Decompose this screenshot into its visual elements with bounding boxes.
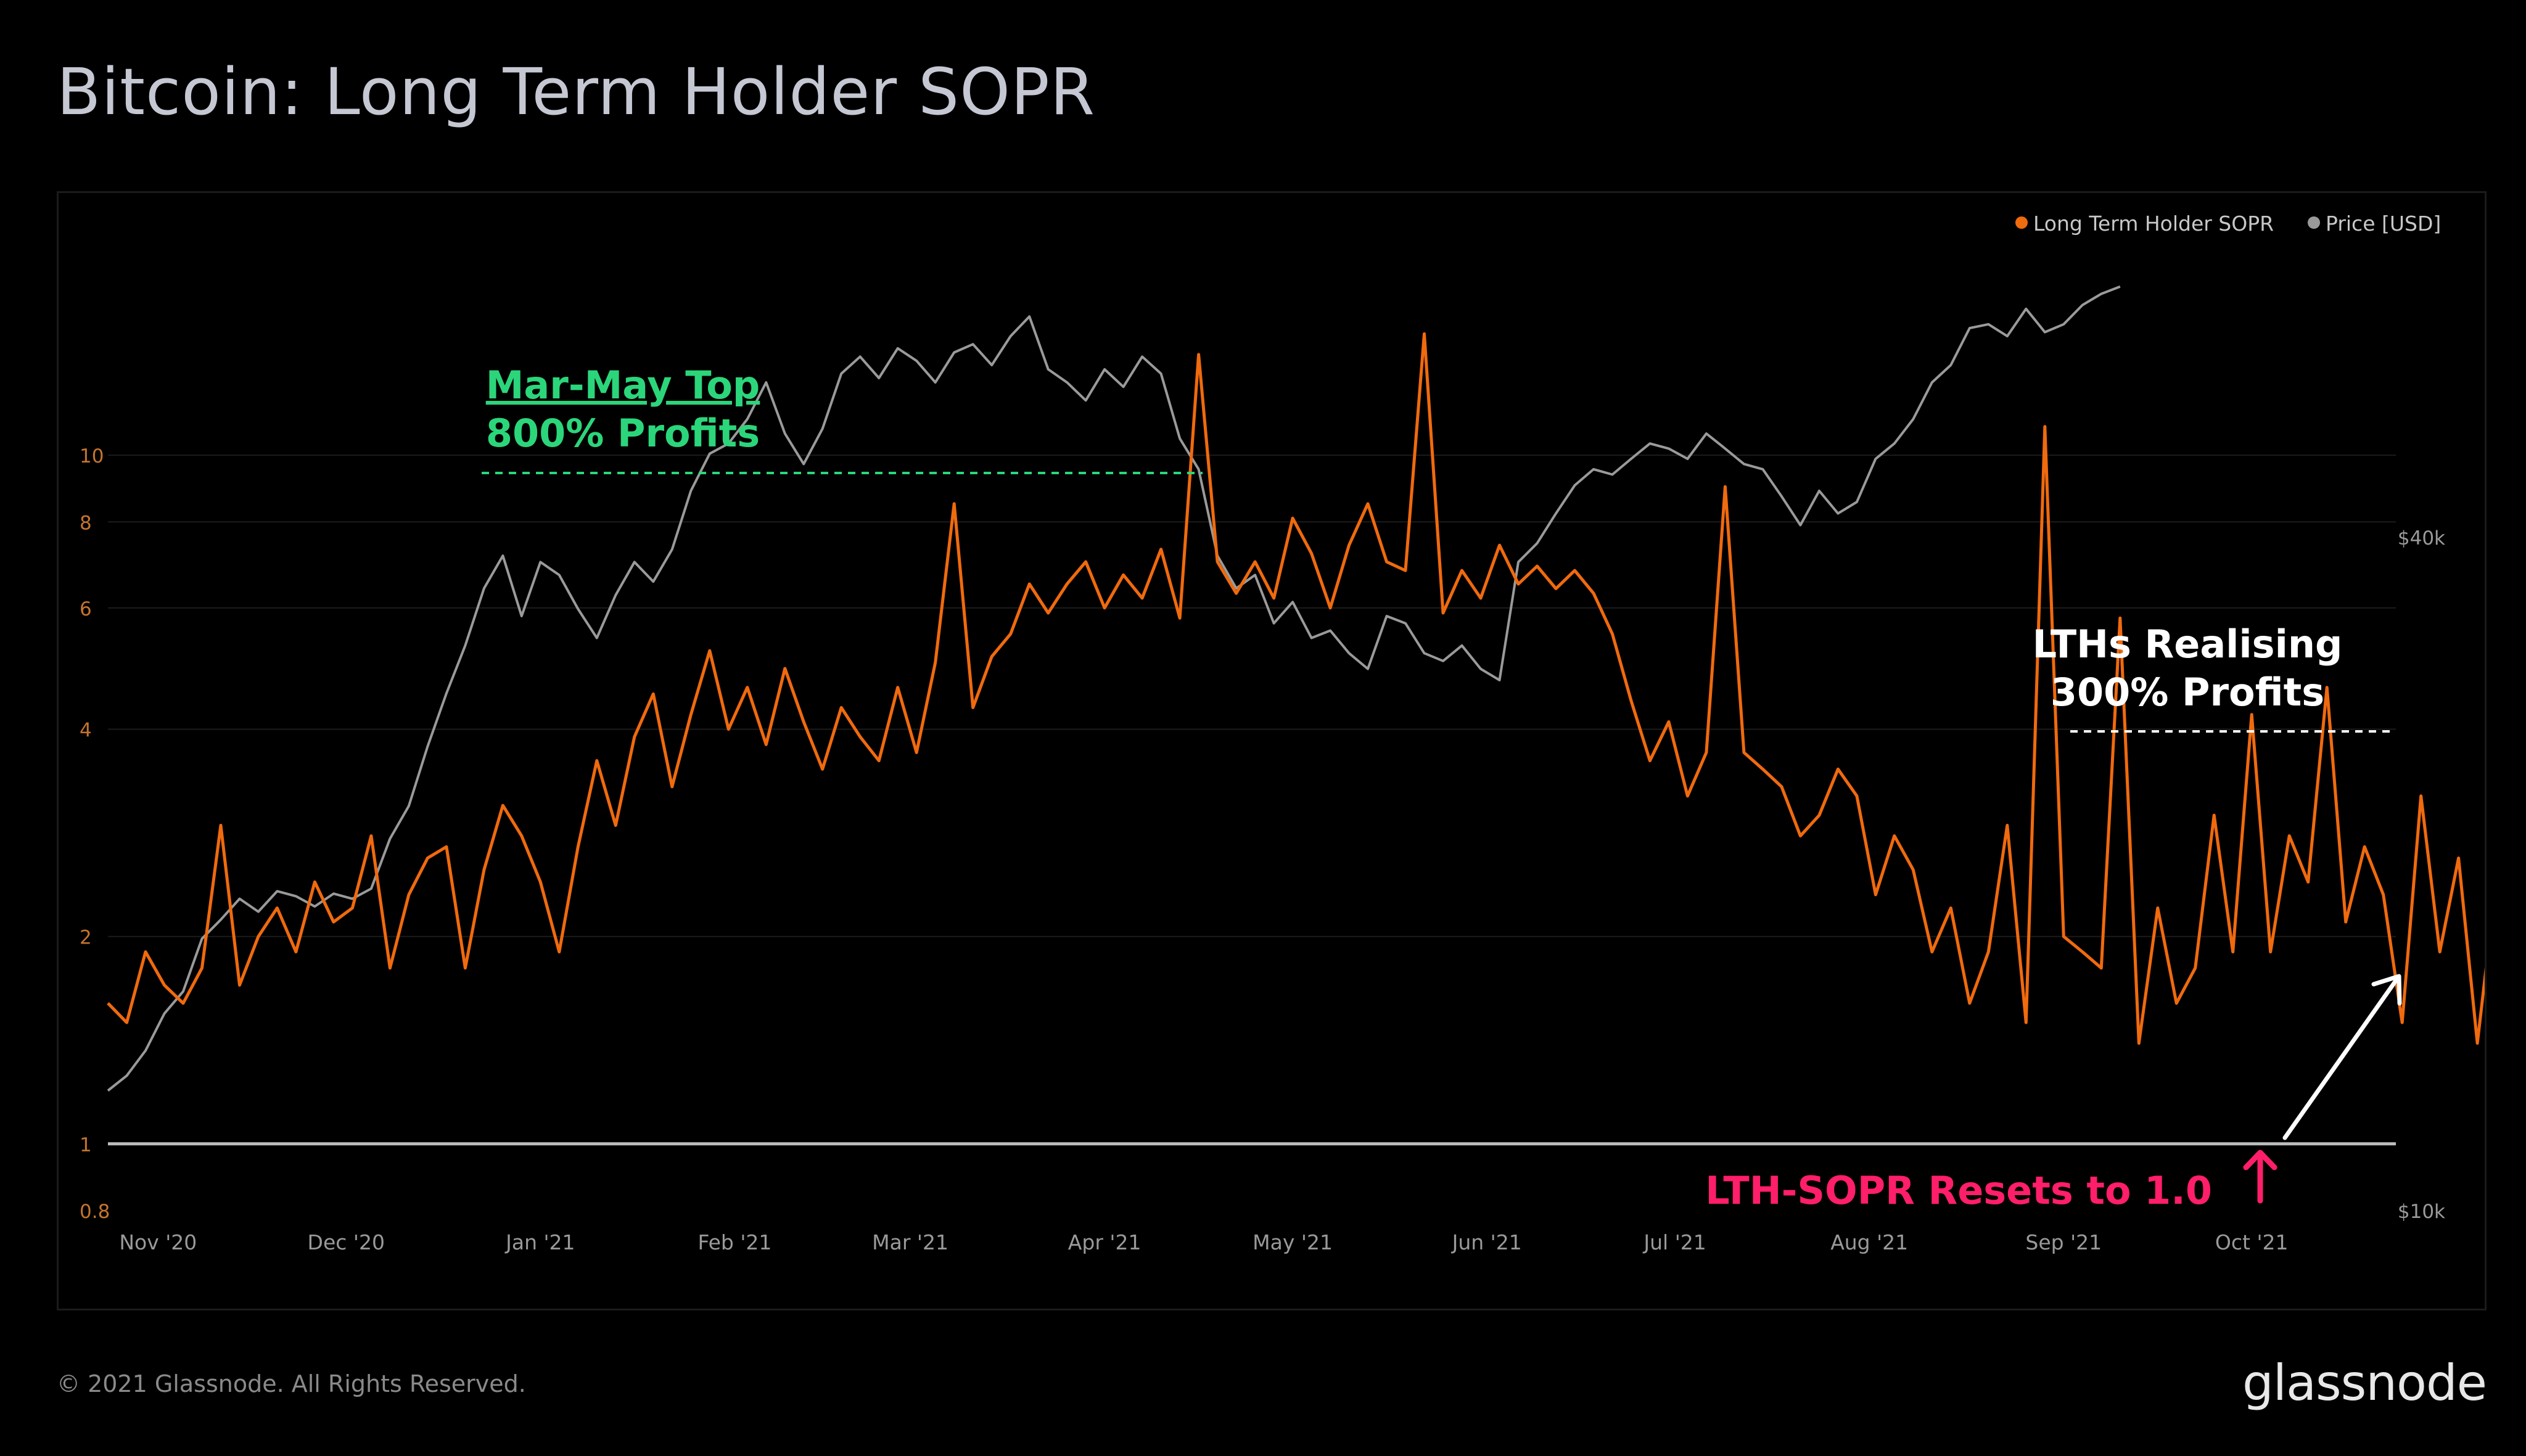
annotation-top-line1: Mar-May Top <box>486 363 760 408</box>
y-right-tick-label: $10k <box>2398 1201 2445 1223</box>
chart-title: Bitcoin: Long Term Holder SOPR <box>57 54 1095 130</box>
annotation-trend-arrow <box>2282 974 2402 1140</box>
sopr-series <box>107 332 2485 1045</box>
series-line <box>107 332 2485 1045</box>
y-left-tick-label: 0.8 <box>80 1201 110 1223</box>
x-tick-label: Aug '21 <box>1830 1230 1908 1254</box>
copyright-text: © 2021 Glassnode. All Rights Reserved. <box>57 1370 526 1397</box>
x-tick-label: May '21 <box>1253 1230 1333 1254</box>
annotation-reset-text: LTH-SOPR Resets to 1.0 <box>1705 1168 2212 1213</box>
legend-price-marker <box>2308 216 2320 229</box>
y-left-tick-label: 8 <box>80 512 92 534</box>
legend-sopr-marker <box>2015 216 2028 229</box>
price-series <box>107 285 2121 1092</box>
annotation-reset-arrow <box>2243 1150 2277 1204</box>
annotation-reset: LTH-SOPR Resets to 1.0 <box>1705 974 2402 1213</box>
y-left-tick-label: 10 <box>80 445 104 467</box>
x-tick-label: Nov '20 <box>119 1230 197 1254</box>
chart-svg: 0.8 1 2 4 6 8 10 $10k $40k Nov '20 Dec '20 Jan '21 F… <box>80 212 2485 1254</box>
x-tick-label: Mar '21 <box>872 1230 948 1254</box>
y-left-tick-label: 1 <box>80 1134 92 1156</box>
grid <box>108 454 2396 937</box>
y-right-tick-label: $40k <box>2398 527 2445 549</box>
annotation-lth-line2: 300% Profits <box>2051 670 2324 715</box>
x-tick-label: Jan '21 <box>504 1230 575 1254</box>
annotation-top-line2: 800% Profits <box>486 411 760 456</box>
glassnode-logo: glassnode <box>2242 1354 2487 1412</box>
legend: Long Term Holder SOPR Price [USD] <box>2015 212 2441 236</box>
legend-price-label: Price [USD] <box>2326 212 2441 236</box>
series-line <box>107 285 2121 1092</box>
y-left-tick-label: 4 <box>80 719 92 741</box>
x-tick-label: Sep '21 <box>2025 1230 2102 1254</box>
x-tick-label: Feb '21 <box>697 1230 771 1254</box>
x-tick-label: Jul '21 <box>1642 1230 1706 1254</box>
x-tick-label: Jun '21 <box>1451 1230 1522 1254</box>
x-tick-label: Apr '21 <box>1068 1230 1142 1254</box>
y-left-tick-label: 2 <box>80 927 92 949</box>
annotation-top: Mar-May Top 800% Profits <box>482 363 1203 474</box>
axes: 0.8 1 2 4 6 8 10 $10k $40k Nov '20 Dec '20 Jan '21 F… <box>80 445 2445 1254</box>
y-left-tick-label: 6 <box>80 598 92 620</box>
x-tick-label: Dec '20 <box>308 1230 385 1254</box>
annotation-lth: LTHs Realising 300% Profits <box>2033 622 2391 733</box>
legend-sopr-label: Long Term Holder SOPR <box>2033 212 2274 236</box>
annotation-lth-line1: LTHs Realising <box>2033 622 2343 667</box>
chart-panel: 0.8 1 2 4 6 8 10 $10k $40k Nov '20 Dec '20 Jan '21 F… <box>57 191 2487 1310</box>
x-tick-label: Oct '21 <box>2215 1230 2289 1254</box>
